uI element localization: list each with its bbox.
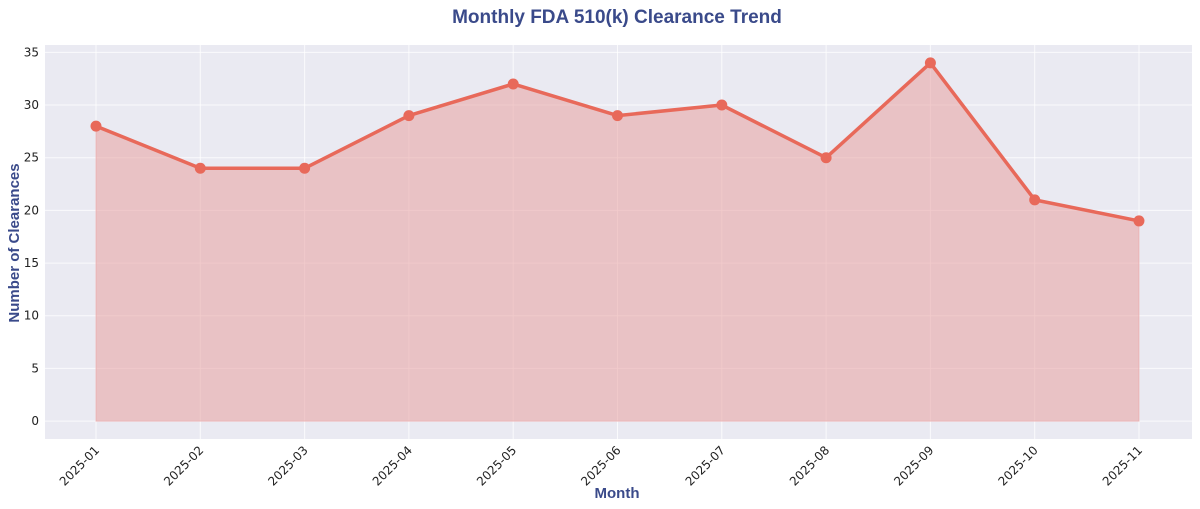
data-point-2025-08	[820, 152, 832, 164]
x-tick-label: 2025-10	[995, 443, 1040, 488]
x-tick-label: 2025-06	[578, 443, 623, 488]
chart-title: Monthly FDA 510(k) Clearance Trend	[452, 7, 782, 28]
data-point-2025-04	[403, 110, 415, 122]
x-tick-label: 2025-04	[370, 443, 415, 488]
data-point-2025-02	[194, 162, 206, 174]
data-point-2025-06	[612, 110, 623, 122]
y-tick-label: 0	[31, 414, 39, 428]
x-tick-labels: 2025-01 2025-02 2025-03 2025-04 2025-05 2025-…	[57, 443, 1145, 488]
x-tick-label: 2025-02	[161, 443, 206, 488]
data-point-2025-11	[1133, 215, 1145, 227]
y-tick-label: 20	[24, 203, 39, 217]
y-tick-label: 15	[24, 256, 39, 270]
x-tick-label: 2025-08	[787, 443, 832, 488]
y-tick-label: 30	[24, 98, 39, 112]
data-point-2025-01	[90, 120, 102, 132]
x-tick-label: 2025-03	[265, 443, 310, 488]
y-tick-labels: 0 5 10 15 20 25 30 35	[24, 45, 39, 428]
data-points	[90, 57, 1145, 227]
data-point-2025-10	[1029, 194, 1041, 206]
y-tick-label: 5	[31, 361, 39, 375]
y-tick-label: 10	[24, 309, 39, 323]
data-point-2025-05	[507, 78, 519, 90]
y-axis-label: Number of Clearances	[6, 163, 23, 322]
x-tick-label: 2025-05	[474, 443, 519, 488]
x-tick-label: 2025-07	[683, 443, 728, 488]
data-point-2025-03	[299, 162, 311, 174]
x-tick-label: 2025-09	[891, 443, 936, 488]
data-point-2025-07	[716, 99, 728, 111]
x-tick-label: 2025-01	[57, 443, 102, 488]
x-axis-label: Month	[595, 485, 640, 502]
y-tick-label: 35	[24, 45, 39, 59]
x-tick-label: 2025-11	[1100, 443, 1145, 488]
data-point-2025-09	[924, 57, 936, 69]
y-tick-label: 25	[24, 151, 39, 165]
